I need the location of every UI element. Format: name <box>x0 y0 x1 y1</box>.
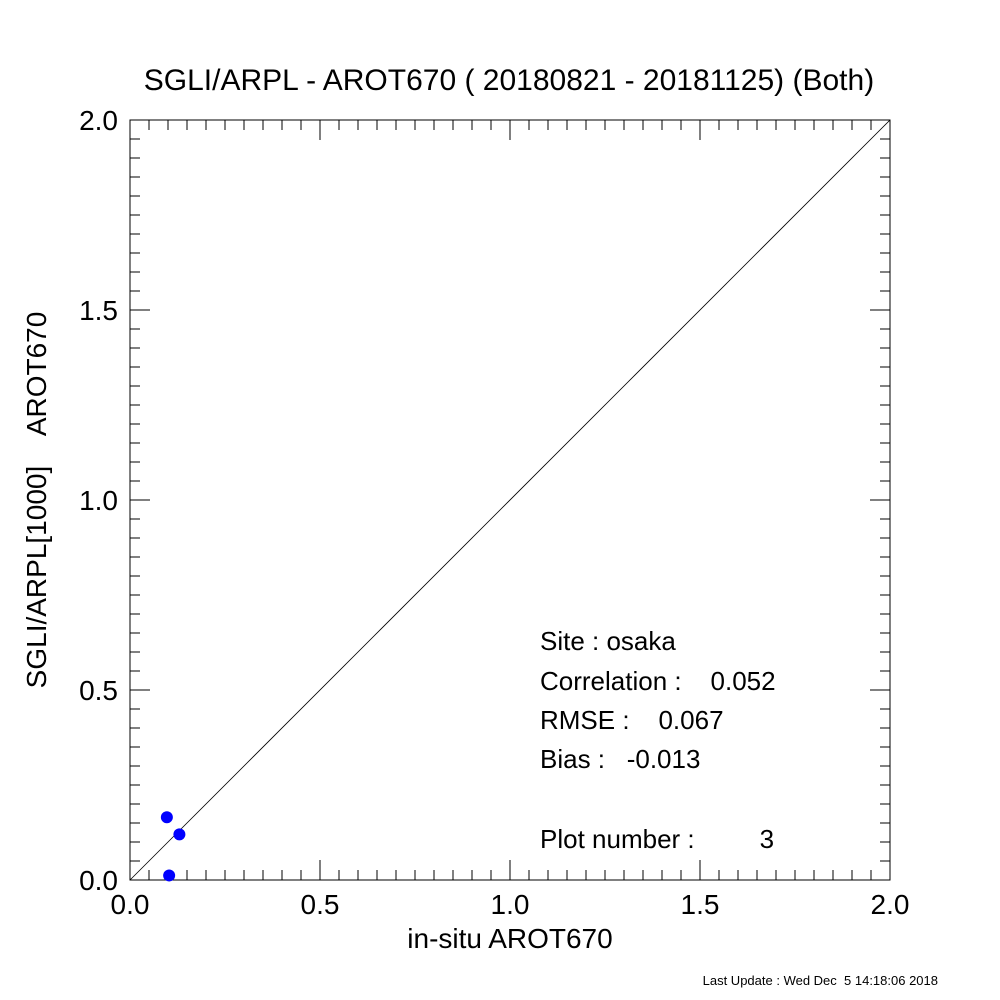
data-point <box>160 811 173 824</box>
y-tick-label: 0.0 <box>79 865 118 896</box>
site-text: Site : osaka <box>540 626 676 656</box>
data-point <box>163 869 176 882</box>
x-tick-label: 2.0 <box>871 889 910 920</box>
plot-frame <box>129 119 891 881</box>
data-points <box>160 811 186 882</box>
chart-title: SGLI/ARPL - AROT670 ( 20180821 - 2018112… <box>144 64 874 97</box>
y-tick-label: 1.5 <box>79 295 118 326</box>
x-tick-label: 0.5 <box>301 889 340 920</box>
stats-annotation: Site : osaka Correlation : 0.052 RMSE : … <box>540 626 776 854</box>
y-tick-labels: 0.0 0.5 1.0 1.5 2.0 <box>79 105 118 896</box>
y-axis-label: SGLI/ARPL[1000] AROT670 <box>21 312 52 689</box>
y-tick-label: 2.0 <box>79 105 118 136</box>
x-tick-labels: 0.0 0.5 1.0 1.5 2.0 <box>111 889 910 920</box>
x-tick-label: 1.5 <box>681 889 720 920</box>
x-tick-label: 0.0 <box>111 889 150 920</box>
x-tick-label: 1.0 <box>491 889 530 920</box>
plot-number-text: Plot number : 3 <box>540 824 774 854</box>
one-to-one-line <box>129 119 891 881</box>
minor-ticks <box>130 120 890 880</box>
last-update-text: Last Update : Wed Dec 5 14:18:06 2018 <box>703 973 938 988</box>
x-axis-label: in-situ AROT670 <box>407 923 612 954</box>
y-tick-label: 1.0 <box>79 485 118 516</box>
rmse-text: RMSE : 0.067 <box>540 705 724 735</box>
data-point <box>173 828 186 841</box>
bias-text: Bias : -0.013 <box>540 744 700 774</box>
correlation-text: Correlation : 0.052 <box>540 666 776 696</box>
y-tick-label: 0.5 <box>79 675 118 706</box>
